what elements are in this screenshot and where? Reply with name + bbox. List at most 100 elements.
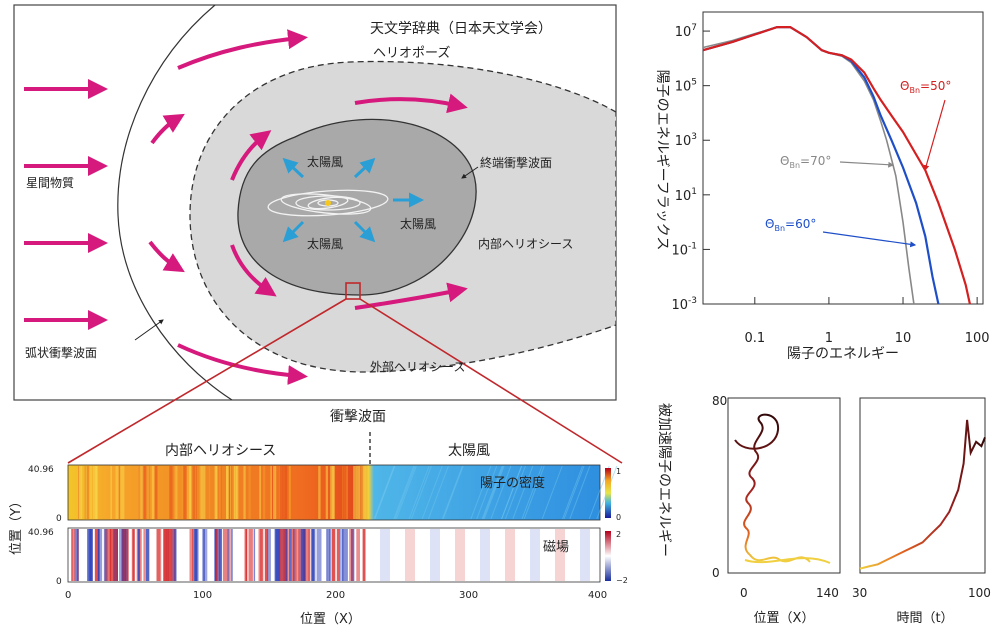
field-streak — [430, 529, 440, 581]
bow-shock-label: 弧状衝撃波面 — [25, 345, 97, 360]
solar-wind-label: 太陽風 — [307, 236, 343, 251]
field-streak — [530, 529, 540, 581]
field-streak — [303, 529, 308, 581]
field-streak — [145, 529, 150, 581]
density-streak — [343, 466, 347, 519]
sun-icon — [325, 200, 331, 206]
field-streak — [311, 529, 316, 581]
density-streak — [476, 465, 498, 520]
solar-wind-label: 太陽風 — [307, 154, 343, 169]
solar-wind-arrow — [282, 157, 305, 179]
spectrum-y-axis-label: 陽子のエネルギーフラックス — [654, 70, 670, 251]
solar-wind-label: 太陽風 — [400, 216, 436, 231]
field-streak — [286, 529, 289, 581]
field-streak — [107, 529, 111, 581]
density-streak — [118, 466, 120, 519]
solar-wind-arrows — [282, 157, 424, 243]
field-streak — [267, 529, 271, 581]
field-streak — [350, 529, 355, 581]
trajectory-y-axis-label: 被加速陽子のエネルギー — [656, 403, 672, 557]
flow-arrow — [148, 240, 185, 273]
field-streak — [214, 529, 217, 581]
sim-x-tick: 0 — [65, 590, 71, 601]
interstellar-label: 星間物質 — [26, 175, 74, 190]
orbit — [267, 189, 389, 217]
field-streak — [343, 529, 348, 581]
density-streak — [192, 466, 194, 519]
field-streak — [244, 529, 247, 581]
density-streak — [144, 466, 147, 519]
field-streak — [109, 529, 114, 581]
density-streak — [142, 466, 144, 519]
zoom-line-left — [67, 298, 347, 464]
density-streak — [175, 466, 178, 519]
field-streak — [146, 529, 150, 581]
field-streak — [192, 529, 195, 581]
solar-wind-arrow — [353, 220, 376, 243]
density-streak — [363, 466, 367, 519]
field-streak — [119, 529, 121, 581]
density-streak — [183, 466, 187, 519]
density-streak — [81, 466, 83, 519]
bow-shock-leader — [134, 319, 164, 341]
density-streak — [374, 465, 396, 520]
density-streak — [90, 466, 92, 519]
density-streak — [226, 466, 229, 519]
trajectory-y-tick: 0 — [712, 566, 720, 580]
field-streak — [227, 529, 231, 581]
field-streak — [283, 529, 286, 581]
energy-time-line — [859, 419, 986, 570]
solar-wind-arrow — [353, 157, 376, 179]
field-streak — [125, 529, 129, 581]
field-streak — [230, 529, 233, 581]
spectrum-series-line — [702, 26, 971, 305]
field-cbar-max: 2 — [616, 530, 621, 539]
field-cbar-min: −2 — [616, 576, 628, 585]
field-streak — [349, 529, 353, 581]
region-label-right: 太陽風 — [448, 443, 490, 459]
spectrum-y-tick-label: 10-3 — [671, 296, 697, 313]
field-streak — [405, 529, 415, 581]
density-streak — [85, 466, 88, 519]
density-streak — [284, 466, 288, 519]
zoom-box — [345, 282, 361, 300]
spectrum-x-tick-label: 100 — [965, 331, 990, 346]
field-streak — [203, 529, 208, 581]
orbit — [307, 196, 349, 210]
field-streak — [174, 529, 176, 581]
field-streak — [166, 529, 170, 581]
density-streak — [142, 466, 145, 519]
field-streak — [340, 529, 342, 581]
annotation-50: ΘBn=50° — [900, 79, 951, 95]
annotation-70-pointer — [839, 161, 895, 168]
density-streak — [501, 465, 523, 520]
density-streak — [243, 466, 246, 519]
sim-y-axis-label: 位置（Y） — [9, 495, 24, 555]
density-colorbar — [605, 468, 611, 518]
time-x-axis-label: 時間（t） — [896, 611, 953, 626]
interstellar-flow-arrows — [24, 29, 468, 386]
termination-shock-label: 終端衝撃波面 — [480, 155, 552, 170]
field-streak — [202, 529, 205, 581]
time-plot-area — [859, 397, 986, 574]
density-streak — [270, 466, 272, 519]
field-streak — [156, 529, 161, 581]
flow-arrow — [354, 93, 468, 114]
solar-wind-arrow — [282, 220, 305, 243]
density-streak — [216, 466, 218, 519]
density-streak — [410, 465, 432, 520]
density-streak — [248, 466, 251, 519]
shock-label: 衝撃波面 — [330, 409, 386, 425]
field-streak — [218, 529, 222, 581]
density-streak — [490, 465, 512, 520]
flow-arrow — [354, 282, 468, 310]
density-streak — [201, 466, 206, 519]
density-streak — [289, 466, 291, 519]
density-streak — [421, 465, 443, 520]
field-streak — [480, 529, 490, 581]
field-streak — [222, 529, 228, 581]
field-streak — [94, 529, 100, 581]
field-label: 磁場 — [543, 540, 569, 555]
field-texture — [71, 529, 590, 581]
